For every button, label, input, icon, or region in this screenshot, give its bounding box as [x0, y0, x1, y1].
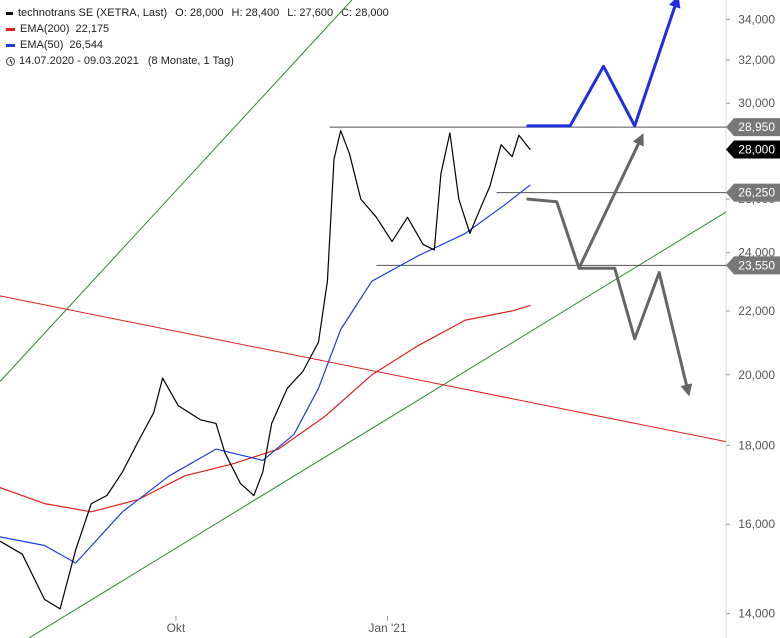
level-26250-badge-bg: [726, 183, 780, 202]
x-tick-label: Okt: [167, 621, 186, 635]
level-26250-badge-label: 26,250: [738, 186, 775, 200]
level-23550-badge-bg: [726, 256, 780, 275]
price-line: [0, 130, 531, 610]
legend-open: O: 28,000: [175, 7, 224, 19]
y-tick-label: 22,000: [738, 304, 775, 318]
legend-title-row: technotrans SE (XETRA, Last) O: 28,000 H…: [6, 5, 389, 21]
ema50-line: [0, 184, 531, 564]
level-28950-badge-label: 28,950: [738, 120, 775, 134]
ema200-swatch: [6, 27, 15, 31]
legend-ema200-value: 22,175: [75, 23, 110, 35]
level-28000-badge-bg: [726, 140, 780, 159]
ema200-line: [0, 305, 531, 513]
level-28000-badge: 28,000: [726, 140, 780, 159]
level-23550-badge: 23,550: [726, 256, 780, 275]
level-28950-badge: 28,950: [726, 118, 780, 137]
clock-icon: [6, 56, 15, 66]
legend-date-range: 14.07.2020 - 09.03.2021: [19, 55, 139, 67]
legend-low: L: 27,600: [287, 7, 334, 19]
chart-legend: technotrans SE (XETRA, Last) O: 28,000 H…: [6, 5, 389, 69]
legend-range-row: 14.07.2020 - 09.03.2021 (8 Monate, 1 Tag…: [6, 53, 389, 69]
bearish-scenario-arrow: [577, 266, 693, 397]
lower-channel-line: [28, 211, 727, 638]
legend-close: C: 28,000: [341, 7, 389, 19]
legend-ema50-row: EMA(50) 26,544: [6, 37, 389, 53]
level-26250-badge: 26,250: [726, 183, 780, 202]
y-tick-label: 20,000: [738, 368, 775, 382]
level-28000-badge-label: 28,000: [738, 142, 775, 156]
legend-high: H: 28,400: [231, 7, 280, 19]
legend-ema200-row: EMA(200) 22,175: [6, 21, 389, 37]
y-tick-label: 24,000: [738, 246, 775, 260]
y-tick-label: 14,000: [738, 607, 775, 621]
bullish-scenario-arrow: [526, 0, 681, 128]
y-tick-label: 30,000: [738, 96, 775, 110]
y-tick-label: 16,000: [738, 517, 775, 531]
legend-ema50-value: 26,544: [69, 39, 104, 51]
legend-title: technotrans SE (XETRA, Last): [18, 7, 168, 19]
level-23550-badge-label: 23,550: [738, 258, 775, 272]
legend-period: (8 Monate, 1 Tag): [147, 55, 234, 67]
y-tick-label: 32,000: [738, 53, 775, 67]
y-tick-label: 34,000: [738, 12, 775, 26]
ema50-swatch: [6, 43, 15, 47]
level-28950-badge-bg: [726, 118, 780, 137]
x-tick-label: Jan '21: [368, 621, 407, 635]
downtrend-line: [0, 295, 727, 443]
upper-channel-line: [0, 0, 353, 382]
price-swatch: [6, 11, 13, 15]
bounce-scenario-arrow: [526, 133, 644, 270]
y-tick-label: 18,000: [738, 438, 775, 452]
legend-ema50-label: EMA(50): [20, 39, 64, 51]
legend-ema200-label: EMA(200): [20, 23, 70, 35]
